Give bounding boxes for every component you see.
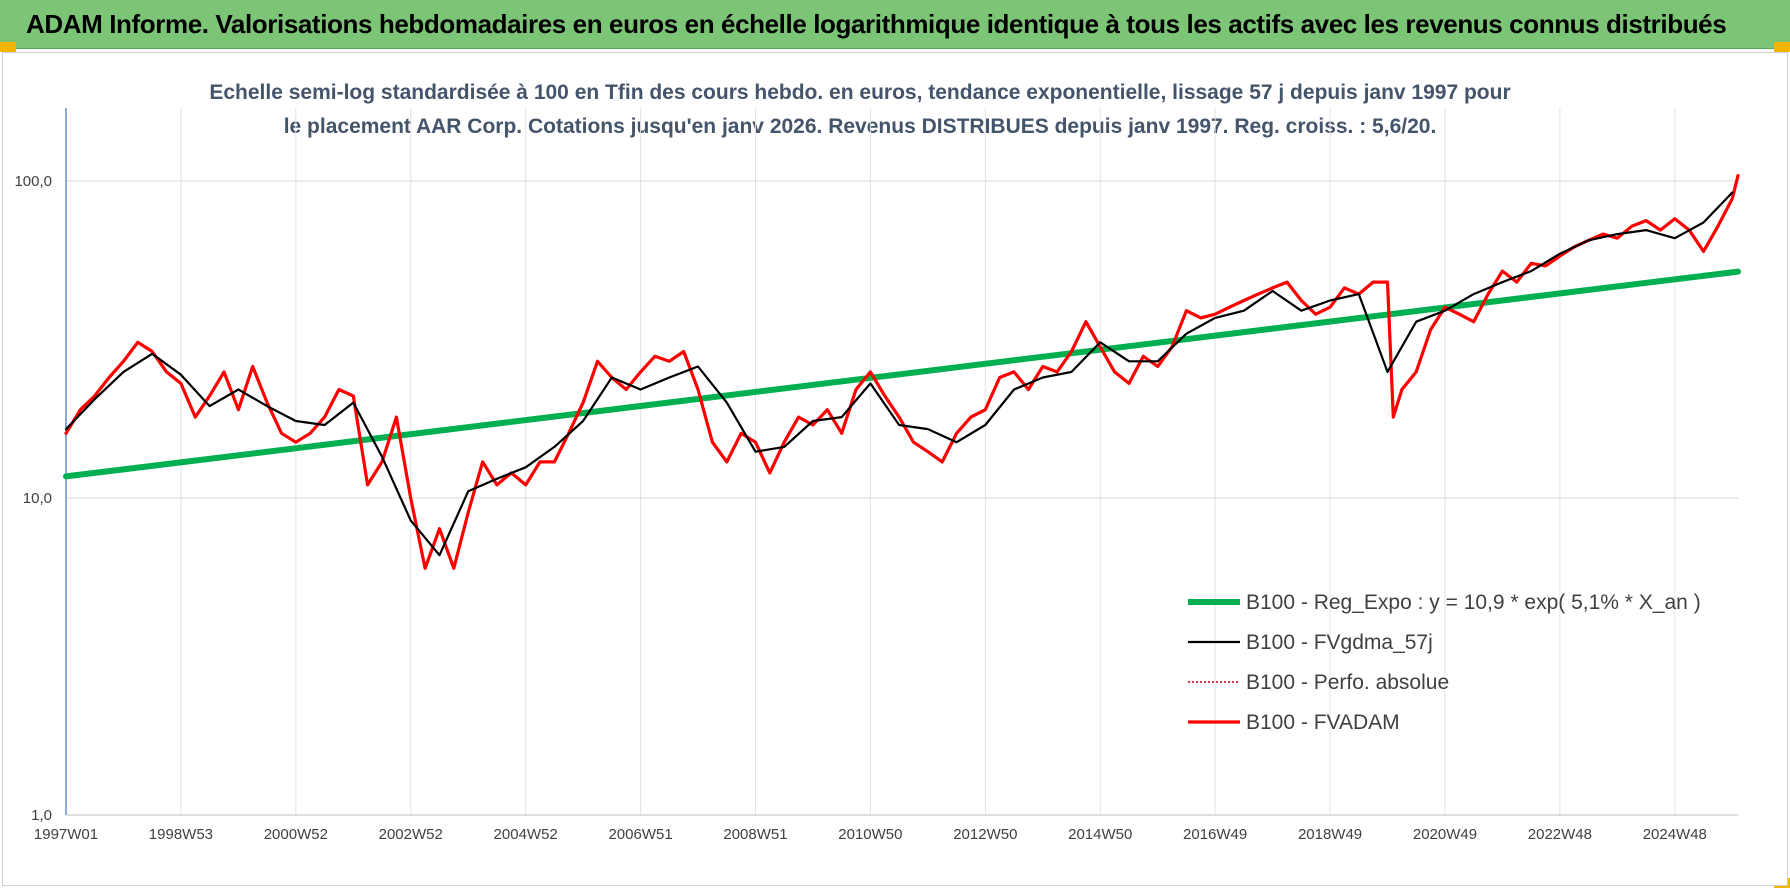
fvgdma-line — [64, 191, 1734, 557]
x-tick-label: 2024W48 — [1643, 826, 1707, 843]
chart-panel — [2, 52, 1788, 886]
chart-subtitle: Echelle semi-log standardisée à 100 en T… — [209, 81, 1511, 138]
x-tick-label: 2010W50 — [838, 826, 902, 843]
report-title: ADAM Informe. Valorisations hebdomadaire… — [26, 9, 1727, 39]
x-tick-label: 2006W51 — [608, 826, 672, 843]
x-tick-label: 2008W51 — [723, 826, 787, 843]
y-tick-label: 100,0 — [14, 173, 52, 190]
legend-label: B100 - FVADAM — [1246, 711, 1400, 734]
x-tick-label: 2014W50 — [1068, 826, 1132, 843]
legend-label: B100 - FVgdma_57j — [1246, 631, 1433, 654]
x-tick-label: 2018W49 — [1298, 826, 1362, 843]
y-tick-label: 10,0 — [23, 490, 52, 507]
y-tick-label: 1,0 — [31, 807, 52, 824]
x-tick-label: 2016W49 — [1183, 826, 1247, 843]
legend-label: B100 - Perfo. absolue — [1246, 671, 1449, 694]
corner-marker-top-right — [1774, 42, 1790, 52]
corner-marker-top-left — [0, 42, 16, 52]
x-tick-label: 1998W53 — [149, 826, 213, 843]
fvadam-line — [64, 174, 1740, 570]
x-tick-label: 1997W01 — [34, 826, 98, 843]
x-tick-label: 2002W52 — [379, 826, 443, 843]
x-tick-label: 2004W52 — [494, 826, 558, 843]
x-tick-label: 2022W48 — [1528, 826, 1592, 843]
regression-line — [63, 268, 1741, 480]
x-tick-label: 2000W52 — [264, 826, 328, 843]
report-header: ADAM Informe. Valorisations hebdomadaire… — [0, 0, 1790, 49]
legend-label: B100 - Reg_Expo : y = 10,9 * exp( 5,1% *… — [1246, 591, 1701, 614]
x-tick-label: 2012W50 — [953, 826, 1017, 843]
x-tick-label: 2020W49 — [1413, 826, 1477, 843]
